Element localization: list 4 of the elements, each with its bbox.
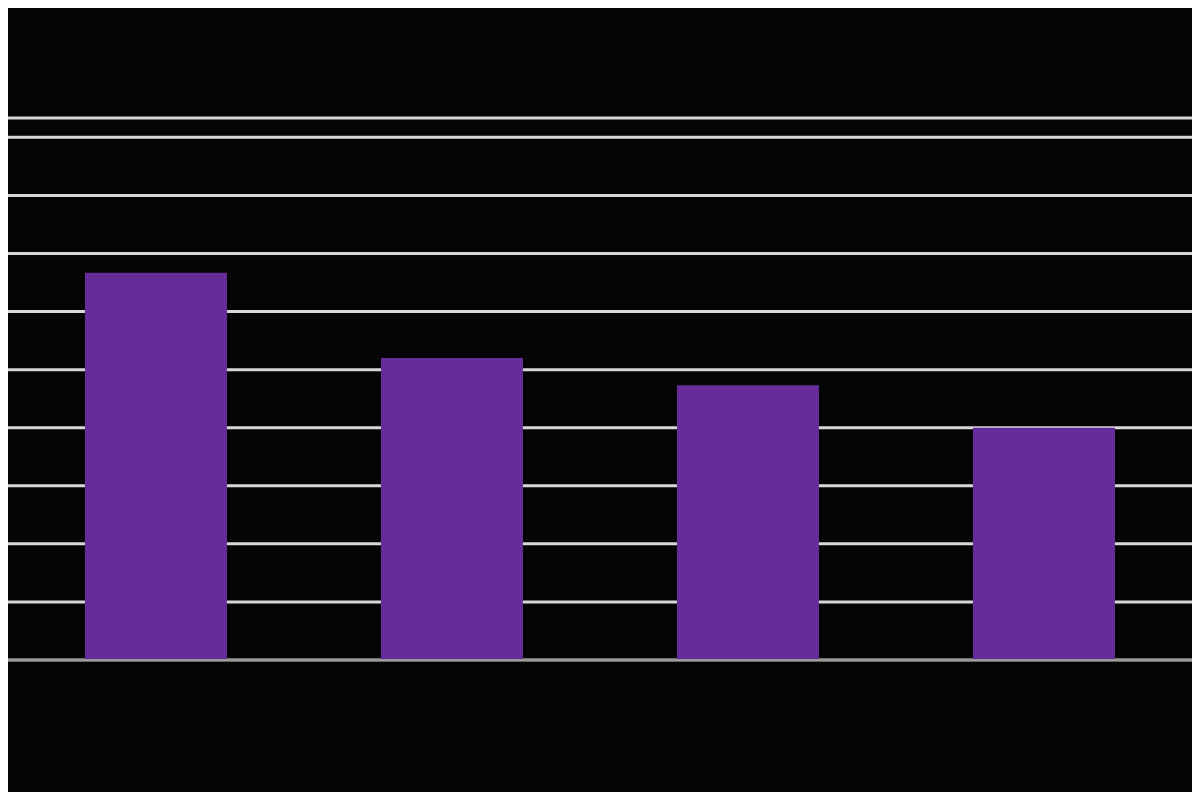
bar [84,272,227,660]
bar [380,358,523,660]
bar [676,385,819,660]
bar [972,427,1115,660]
